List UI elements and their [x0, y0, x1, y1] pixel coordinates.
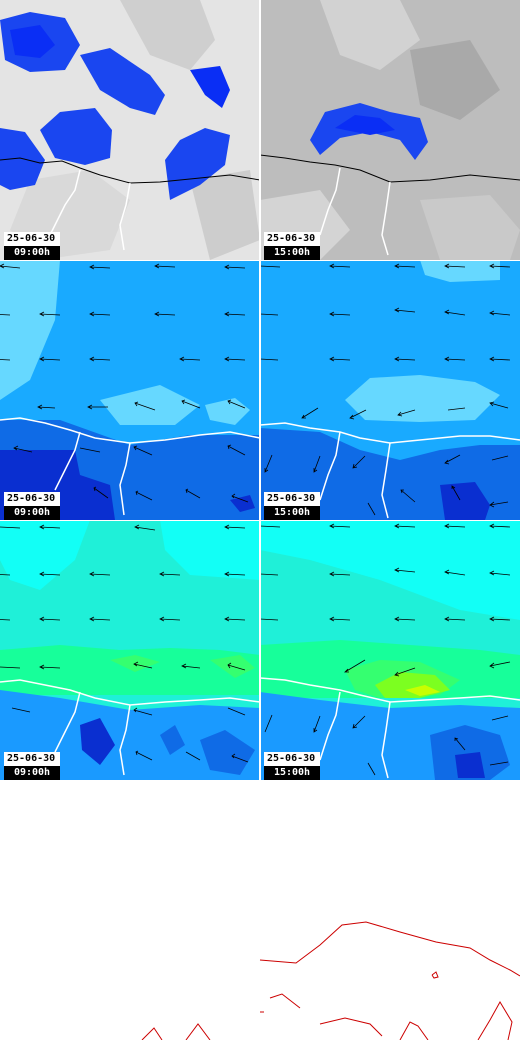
cloud-map-0900-graphic — [0, 0, 260, 260]
wind-map-0900-graphic — [0, 260, 260, 520]
wind-map-0900: 25-06-30 09:00h — [0, 260, 260, 520]
timestamp: 25-06-30 15:00h — [264, 492, 320, 520]
time-label: 15:00h — [264, 246, 320, 260]
date-label: 25-06-30 — [264, 232, 320, 246]
date-label: 25-06-30 — [4, 232, 60, 246]
temperature-map-1500: 25-06-30 15:00h — [260, 520, 520, 780]
cloud-map-0900: 25-06-30 09:00h — [0, 0, 260, 260]
wind-map-1500: 25-06-30 15:00h — [260, 260, 520, 520]
cloud-map-1500: 25-06-30 15:00h — [260, 0, 520, 260]
date-label: 25-06-30 — [264, 492, 320, 506]
time-label: 09:00h — [4, 246, 60, 260]
timestamp: 25-06-30 09:00h — [4, 232, 60, 260]
wind-map-1500-graphic — [260, 260, 520, 520]
time-label: 15:00h — [264, 766, 320, 780]
time-label: 09:00h — [4, 766, 60, 780]
date-label: 25-06-30 — [4, 492, 60, 506]
time-label: 09:00h — [4, 506, 60, 520]
wind-arrows — [260, 263, 511, 516]
date-label: 25-06-30 — [264, 752, 320, 766]
temperature-map-1500-graphic — [260, 520, 520, 780]
time-label: 15:00h — [264, 506, 320, 520]
cloud-map-1500-graphic — [260, 0, 520, 260]
wind-arrows — [260, 523, 511, 776]
wind-arrows — [0, 263, 249, 503]
temperature-map-0900-graphic — [0, 520, 260, 780]
timestamp: 25-06-30 09:00h — [4, 752, 60, 780]
panel-divider-horizontal — [0, 260, 520, 261]
panel-divider-vertical — [259, 0, 261, 780]
temperature-map-0900: 25-06-30 09:00h — [0, 520, 260, 780]
timestamp: 25-06-30 09:00h — [4, 492, 60, 520]
timestamp: 25-06-30 15:00h — [264, 752, 320, 780]
timestamp: 25-06-30 15:00h — [264, 232, 320, 260]
outline-map-area — [0, 780, 520, 1041]
wind-arrows — [0, 524, 249, 763]
panel-divider-horizontal — [0, 520, 520, 521]
outline-map-graphic — [141, 921, 520, 1041]
date-label: 25-06-30 — [4, 752, 60, 766]
